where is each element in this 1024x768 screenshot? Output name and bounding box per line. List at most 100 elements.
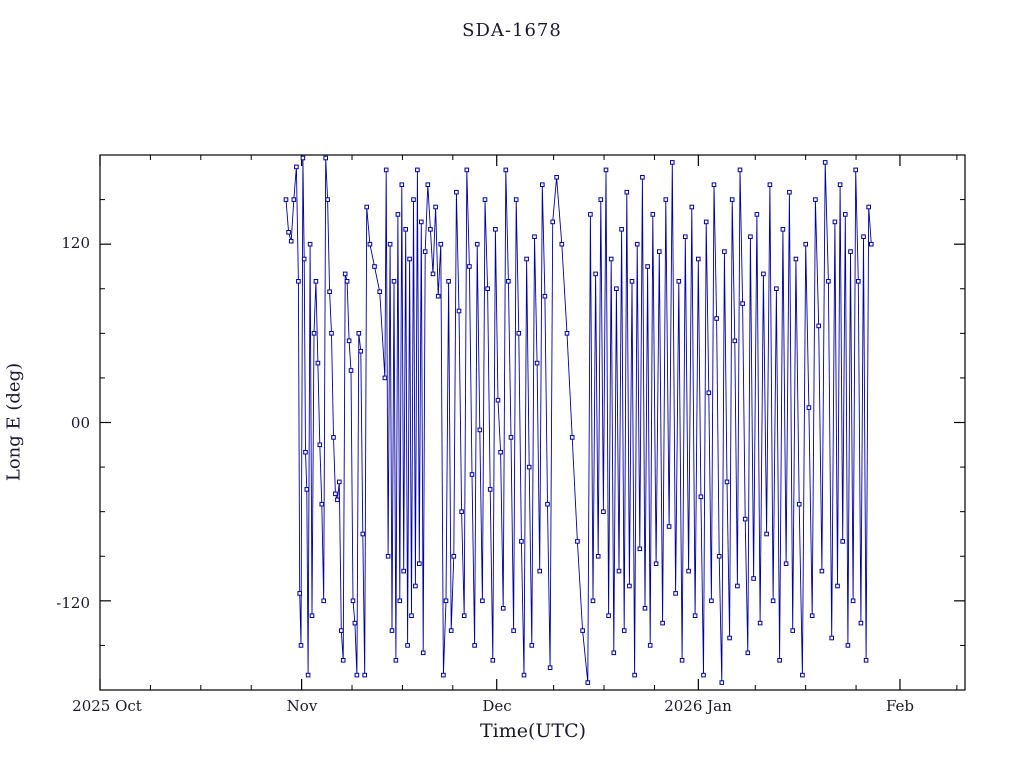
- data-marker: [554, 175, 559, 180]
- data-marker: [534, 360, 540, 366]
- data-marker: [793, 256, 799, 262]
- data-marker: [480, 598, 485, 604]
- data-marker: [407, 256, 412, 262]
- data-marker: [537, 568, 543, 574]
- data-marker: [866, 204, 872, 210]
- data-marker: [360, 531, 366, 537]
- data-marker: [403, 227, 408, 232]
- data-marker: [683, 234, 688, 239]
- data-marker: [757, 620, 763, 626]
- data-marker: [650, 212, 656, 217]
- data-marker: [822, 160, 828, 165]
- data-marker: [637, 546, 643, 552]
- data-marker: [456, 308, 462, 314]
- data-marker: [441, 672, 446, 678]
- data-marker: [397, 598, 403, 604]
- data-marker: [304, 487, 310, 492]
- xtick-label-feb: Feb: [885, 697, 915, 715]
- data-marker: [319, 501, 325, 507]
- data-marker: [283, 197, 289, 202]
- data-marker: [783, 561, 789, 567]
- data-marker: [751, 576, 756, 581]
- data-marker: [391, 279, 397, 284]
- data-marker: [425, 182, 431, 187]
- data-marker: [603, 167, 609, 173]
- data-marker: [524, 256, 529, 262]
- data-marker: [742, 516, 748, 522]
- data-marker: [356, 331, 362, 336]
- data-marker: [291, 197, 297, 202]
- data-marker: [711, 182, 717, 187]
- data-marker: [832, 219, 838, 225]
- data-marker: [300, 155, 306, 161]
- data-marker: [642, 606, 648, 611]
- data-marker: [835, 583, 840, 589]
- data-marker: [485, 286, 490, 291]
- data-line: [285, 157, 872, 683]
- data-marker: [580, 628, 585, 633]
- data-marker: [608, 256, 614, 262]
- data-marker: [405, 643, 410, 648]
- data-marker: [809, 613, 815, 619]
- data-marker: [294, 164, 299, 170]
- data-marker: [550, 219, 556, 225]
- data-marker: [298, 643, 304, 648]
- data-marker: [329, 331, 334, 336]
- data-marker: [545, 501, 550, 507]
- data-marker: [647, 643, 653, 648]
- data-marker: [325, 197, 330, 202]
- data-marker: [459, 509, 464, 514]
- data-marker: [382, 375, 388, 381]
- data-marker: [676, 279, 682, 284]
- data-marker: [764, 531, 769, 537]
- data-marker: [395, 212, 401, 217]
- data-marker: [714, 316, 719, 321]
- data-marker: [467, 264, 472, 269]
- data-marker: [863, 658, 869, 663]
- data-marker: [364, 204, 369, 210]
- data-marker: [564, 331, 570, 336]
- data-marker: [696, 256, 701, 262]
- data-marker: [660, 620, 665, 626]
- data-marker: [722, 249, 727, 254]
- data-marker: [593, 271, 598, 277]
- data-marker: [819, 568, 825, 574]
- data-marker: [377, 289, 382, 294]
- data-marker: [679, 658, 685, 663]
- data-marker: [487, 487, 493, 492]
- data-marker: [301, 256, 307, 262]
- data-marker: [590, 598, 596, 604]
- data-marker: [745, 650, 751, 656]
- data-marker: [346, 338, 352, 344]
- data-marker: [409, 613, 414, 619]
- data-marker: [748, 234, 753, 239]
- data-marker: [663, 197, 669, 202]
- data-marker: [540, 182, 545, 187]
- data-marker: [490, 658, 496, 663]
- data-marker: [472, 643, 477, 648]
- data-marker: [500, 606, 506, 611]
- data-marker: [653, 561, 659, 567]
- data-marker: [813, 197, 818, 202]
- data-marker: [701, 672, 706, 678]
- data-marker: [601, 509, 606, 514]
- data-marker: [513, 197, 519, 202]
- data-marker: [816, 323, 822, 329]
- data-marker: [848, 249, 853, 254]
- data-marker: [428, 227, 433, 232]
- data-marker: [367, 241, 373, 247]
- data-marker: [311, 331, 317, 336]
- data-marker: [493, 227, 498, 232]
- data-marker: [446, 279, 451, 284]
- ytick-label-120: 120: [61, 234, 90, 252]
- data-marker: [770, 598, 776, 604]
- data-marker: [621, 628, 627, 633]
- data-marker: [372, 264, 377, 269]
- data-marker: [627, 583, 632, 589]
- data-marker: [419, 219, 424, 225]
- data-marker: [861, 234, 866, 239]
- data-marker: [542, 293, 548, 299]
- ytick-label-neg120: -120: [56, 594, 90, 612]
- data-marker: [629, 279, 635, 284]
- data-marker: [358, 348, 364, 354]
